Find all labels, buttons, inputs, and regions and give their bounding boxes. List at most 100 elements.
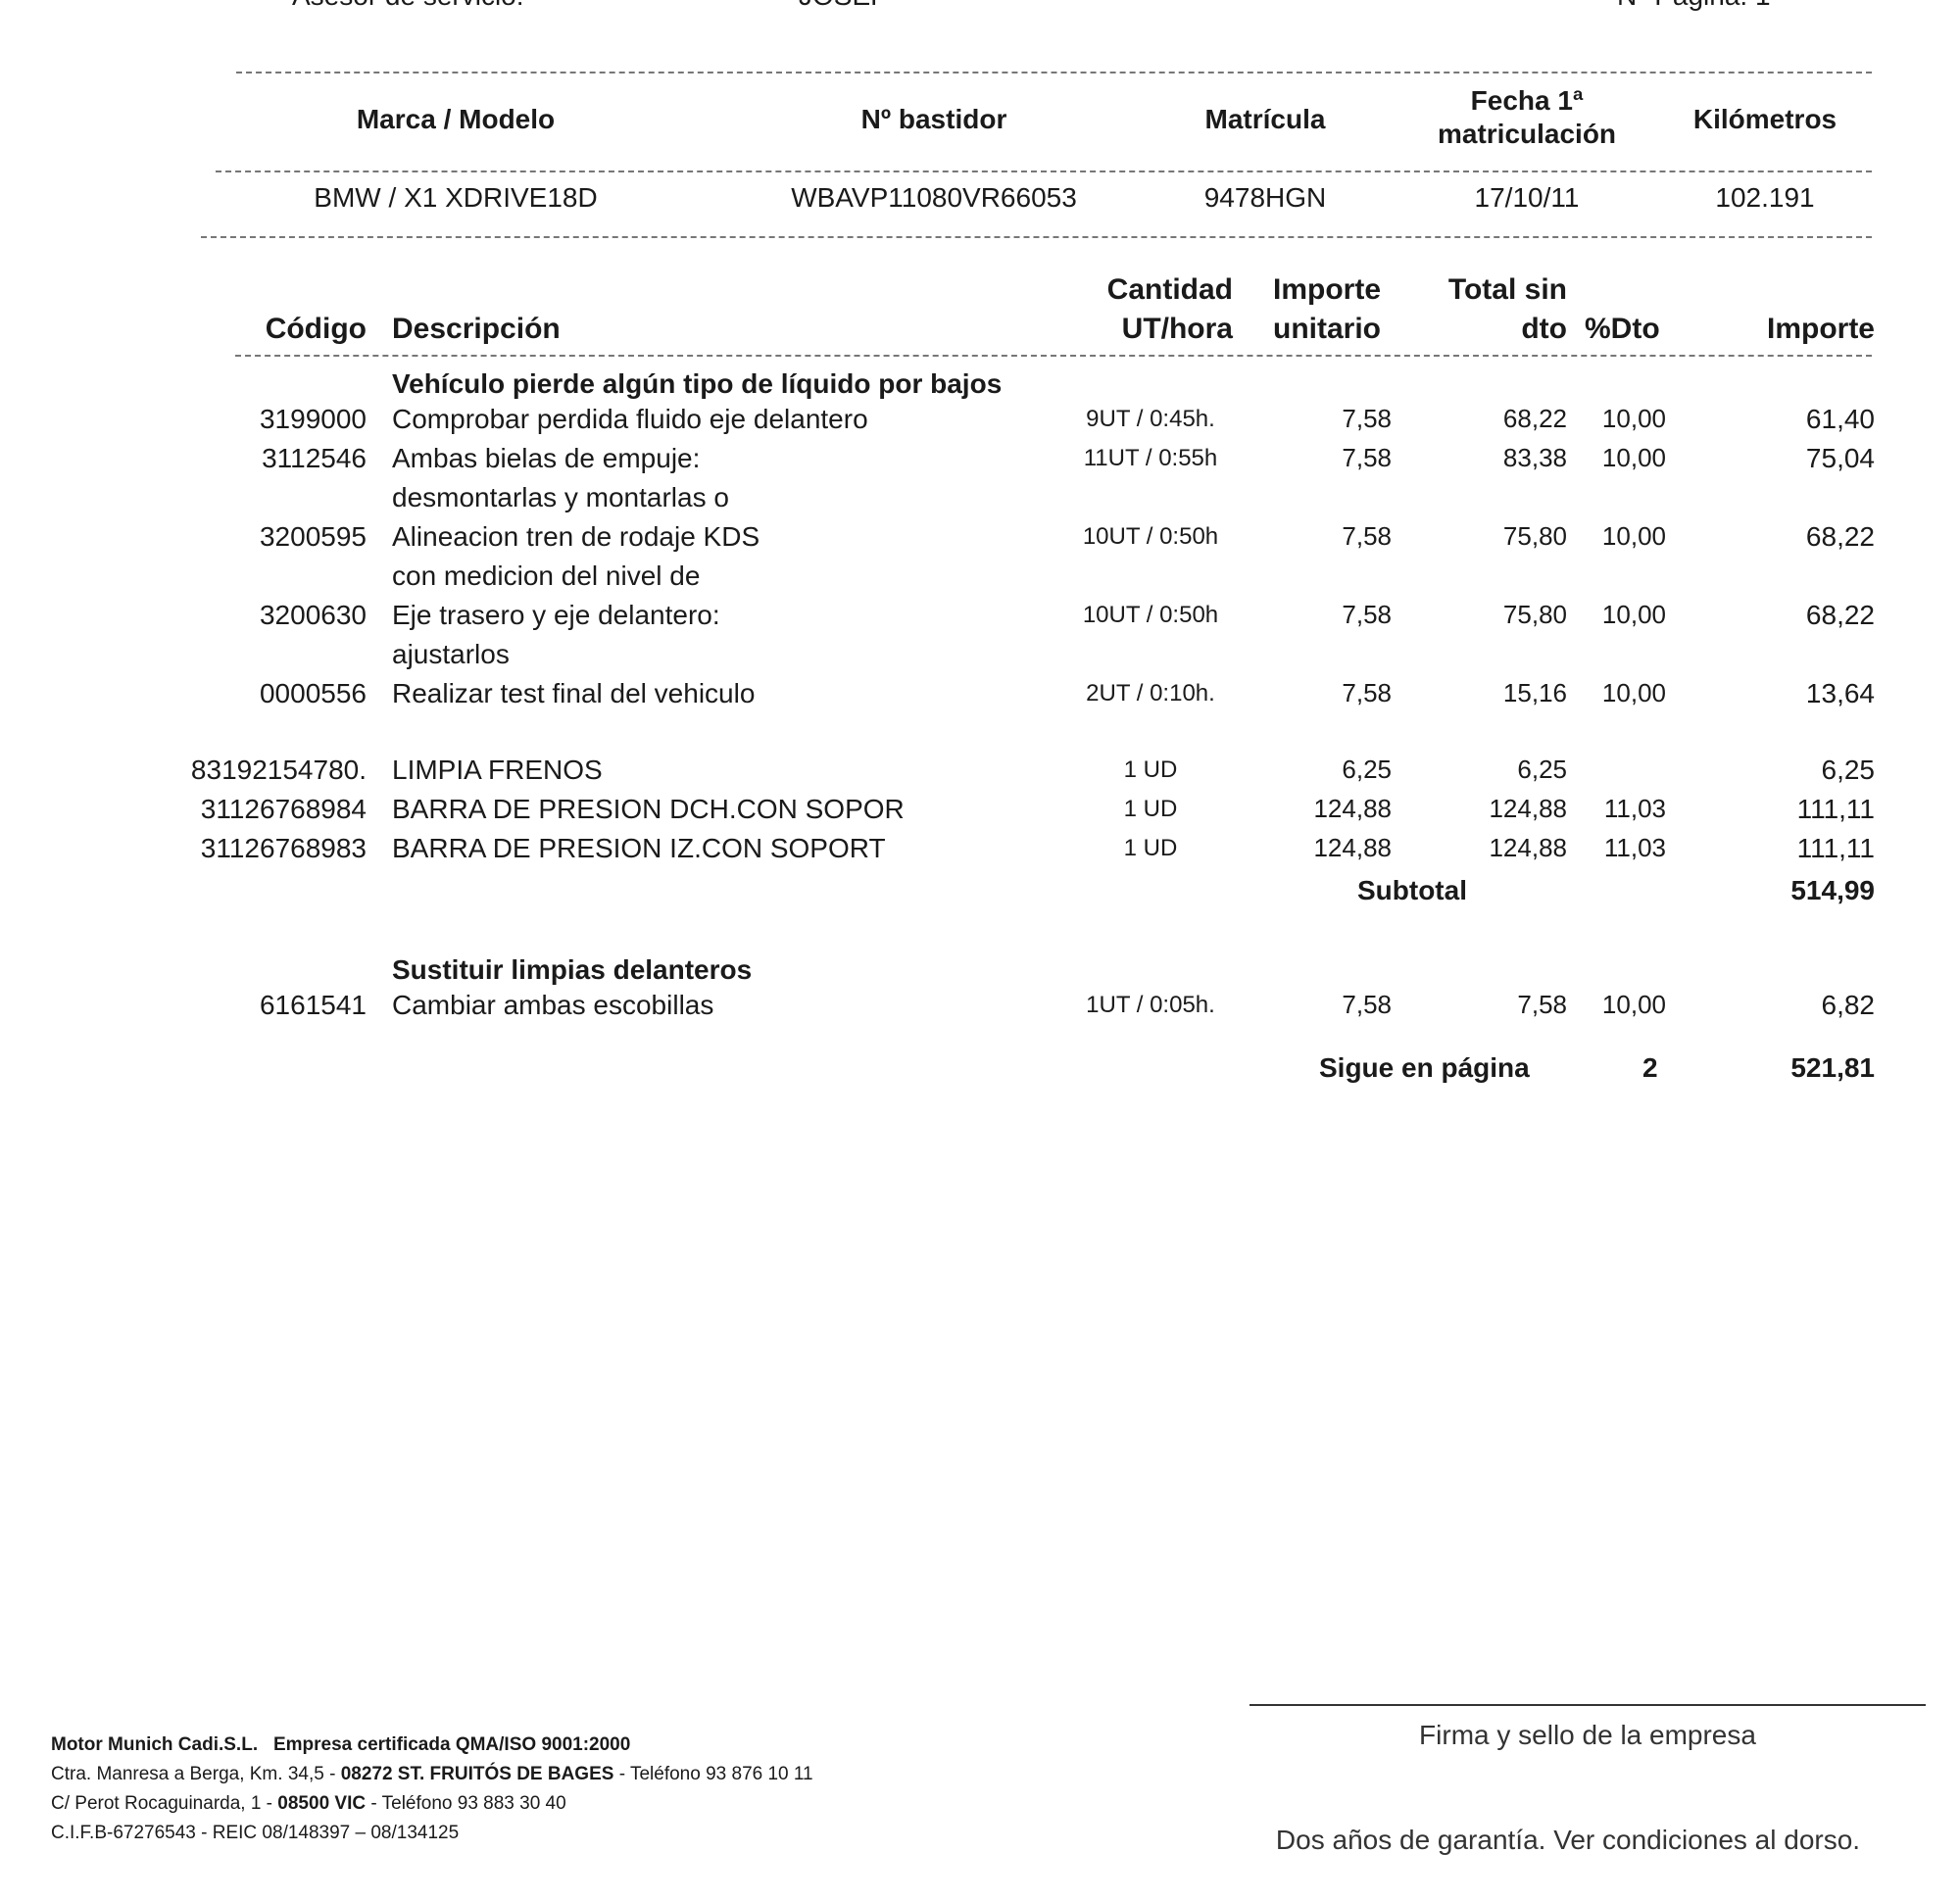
continued-amount: 521,81 — [1790, 1052, 1875, 1083]
item-unit-price: 124,88 — [1313, 794, 1392, 823]
warranty-note: Dos años de garantía. Ver condiciones al… — [1275, 1825, 1861, 1855]
address-1-city: 08272 ST. FRUITÓS DE BAGES — [340, 1764, 614, 1784]
item-code: 6161541 — [259, 990, 367, 1020]
header-plate: Matrícula — [1204, 104, 1326, 134]
signature-label: Firma y sello de la empresa — [1419, 1720, 1756, 1750]
item-discount: 11,03 — [1603, 794, 1666, 823]
item-total: 75,80 — [1502, 521, 1567, 551]
col-quantity-line2: UT/hora — [1121, 313, 1233, 345]
header-date-line2: matriculación — [1437, 119, 1617, 149]
table-row: 3200595 Alineacion tren de rodaje KDS 10UT… — [0, 521, 1960, 561]
item-quantity: 9UT / 0:45h. — [1086, 406, 1215, 432]
item-code: 0000556 — [259, 678, 367, 708]
item-unit-price: 7,58 — [1342, 678, 1392, 707]
item-amount: 68,22 — [1805, 600, 1875, 630]
item-code: 83192154780. — [190, 755, 367, 785]
item-unit-price: 7,58 — [1342, 990, 1392, 1019]
item-unit-price: 7,58 — [1342, 443, 1392, 472]
vehicle-plate: 9478HGN — [1203, 182, 1327, 213]
item-description: Ambas bielas de empuje: — [392, 443, 701, 473]
advisor-label: Asesor de servicio: — [292, 0, 524, 12]
vehicle-km: 102.191 — [1715, 182, 1815, 213]
subtotal-row: Subtotal 514,99 — [0, 875, 1960, 914]
item-quantity: 1 UD — [1123, 835, 1178, 861]
address-2-phone: - Teléfono 93 883 30 40 — [366, 1793, 566, 1814]
item-unit-price: 7,58 — [1342, 521, 1392, 551]
item-total: 6,25 — [1517, 755, 1567, 784]
item-code: 3199000 — [259, 404, 367, 434]
col-total-line1: Total sin — [1447, 273, 1567, 306]
item-unit-price: 124,88 — [1313, 833, 1392, 862]
item-description: Realizar test final del vehiculo — [392, 678, 756, 708]
item-total: 68,22 — [1502, 404, 1567, 433]
table-row: 31126768983 BARRA DE PRESION IZ.CON SOPOR… — [0, 833, 1960, 872]
signature-line — [1250, 1704, 1926, 1706]
table-row: desmontarlas y montarlas o — [0, 482, 1960, 521]
col-total-line2: dto — [1521, 313, 1567, 345]
address-1-street: Ctra. Manresa a Berga, Km. 34,5 - — [51, 1764, 341, 1784]
item-unit-price: 7,58 — [1342, 600, 1392, 629]
item-code: 3112546 — [262, 443, 367, 473]
subtotal-label: Subtotal — [1357, 875, 1467, 905]
table-row: 0000556 Realizar test final del vehiculo 2… — [0, 678, 1960, 717]
item-description: Cambiar ambas escobillas — [392, 990, 714, 1020]
item-total: 15,16 — [1502, 678, 1567, 707]
header-date-line1: Fecha 1ª — [1470, 85, 1584, 116]
group-title: Sustituir limpias delanteros — [392, 954, 753, 985]
item-discount: 10,00 — [1601, 521, 1666, 551]
item-total: 124,88 — [1489, 794, 1567, 823]
item-description: con medicion del nivel de — [392, 561, 701, 591]
item-discount: 10,00 — [1601, 443, 1666, 472]
item-unit-price: 6,25 — [1342, 755, 1392, 784]
header-model: Marca / Modelo — [356, 104, 556, 134]
item-quantity: 10UT / 0:50h — [1082, 602, 1219, 628]
group-title: Vehículo pierde algún tipo de líquido po… — [392, 368, 1003, 399]
divider — [236, 72, 1872, 73]
group-title-row: Sustituir limpias delanteros — [0, 954, 1960, 994]
item-total: 83,38 — [1502, 443, 1567, 472]
col-total-no-discount: Total sin dto — [1448, 270, 1567, 349]
address-2-street: C/ Perot Rocaguinarda, 1 - — [51, 1793, 278, 1814]
item-amount: 6,82 — [1821, 990, 1876, 1020]
certification: Empresa certificada QMA/ISO 9001:2000 — [272, 1734, 631, 1755]
item-amount: 75,04 — [1805, 443, 1875, 473]
item-quantity: 1 UD — [1123, 796, 1178, 822]
footer-address-2: C/ Perot Rocaguinarda, 1 - 08500 VIC - T… — [51, 1793, 566, 1815]
table-row: 31126768984 BARRA DE PRESION DCH.CON SOPO… — [0, 794, 1960, 833]
item-amount: 13,64 — [1805, 678, 1875, 708]
col-unit-price-line2: unitario — [1273, 313, 1381, 345]
item-total: 75,80 — [1502, 600, 1567, 629]
item-amount: 111,11 — [1796, 833, 1875, 863]
continued-label: Sigue en página — [1319, 1052, 1530, 1083]
item-total: 7,58 — [1517, 990, 1567, 1019]
item-description: Eje trasero y eje delantero: — [392, 600, 720, 630]
item-amount: 6,25 — [1821, 755, 1876, 785]
header-date: Fecha 1ª matriculación — [1380, 84, 1674, 151]
col-description: Descripción — [392, 313, 561, 345]
item-quantity: 10UT / 0:50h — [1082, 523, 1219, 550]
item-description: Alineacion tren de rodaje KDS — [392, 521, 760, 552]
footer-tax-id: C.I.F.B-67276543 - REIC 08/148397 – 08/1… — [51, 1823, 460, 1843]
table-row: 6161541 Cambiar ambas escobillas 1UT / 0:0… — [0, 990, 1960, 1029]
table-row: 83192154780. LIMPIA FRENOS 1 UD 6,25 6,25 6,2… — [0, 755, 1960, 794]
address-1-phone: - Teléfono 93 876 10 11 — [613, 1764, 813, 1784]
item-amount: 68,22 — [1805, 521, 1875, 552]
table-row: 3199000 Comprobar perdida fluido eje dela… — [0, 404, 1960, 443]
continued-row: Sigue en página 2 521,81 — [0, 1052, 1960, 1092]
item-discount: 10,00 — [1601, 404, 1666, 433]
header-vin: Nº bastidor — [860, 104, 1007, 134]
item-amount: 61,40 — [1805, 404, 1875, 434]
divider — [235, 355, 1872, 357]
vehicle-vin: WBAVP11080VR66053 — [791, 182, 1077, 213]
item-quantity: 11UT / 0:55h — [1083, 445, 1218, 471]
item-discount: 10,00 — [1601, 990, 1666, 1019]
item-discount: 10,00 — [1601, 678, 1666, 707]
page-number: Nº Página: 1 — [1617, 0, 1771, 12]
item-total: 124,88 — [1489, 833, 1567, 862]
item-quantity: 1UT / 0:05h. — [1086, 992, 1215, 1018]
table-row: 3112546 Ambas bielas de empuje: 11UT / 0:5… — [0, 443, 1960, 482]
group-title-row: Vehículo pierde algún tipo de líquido po… — [0, 368, 1960, 408]
item-code: 31126768983 — [200, 833, 367, 863]
advisor-value: JOSEP — [799, 0, 889, 12]
continued-page: 2 — [1642, 1052, 1658, 1083]
